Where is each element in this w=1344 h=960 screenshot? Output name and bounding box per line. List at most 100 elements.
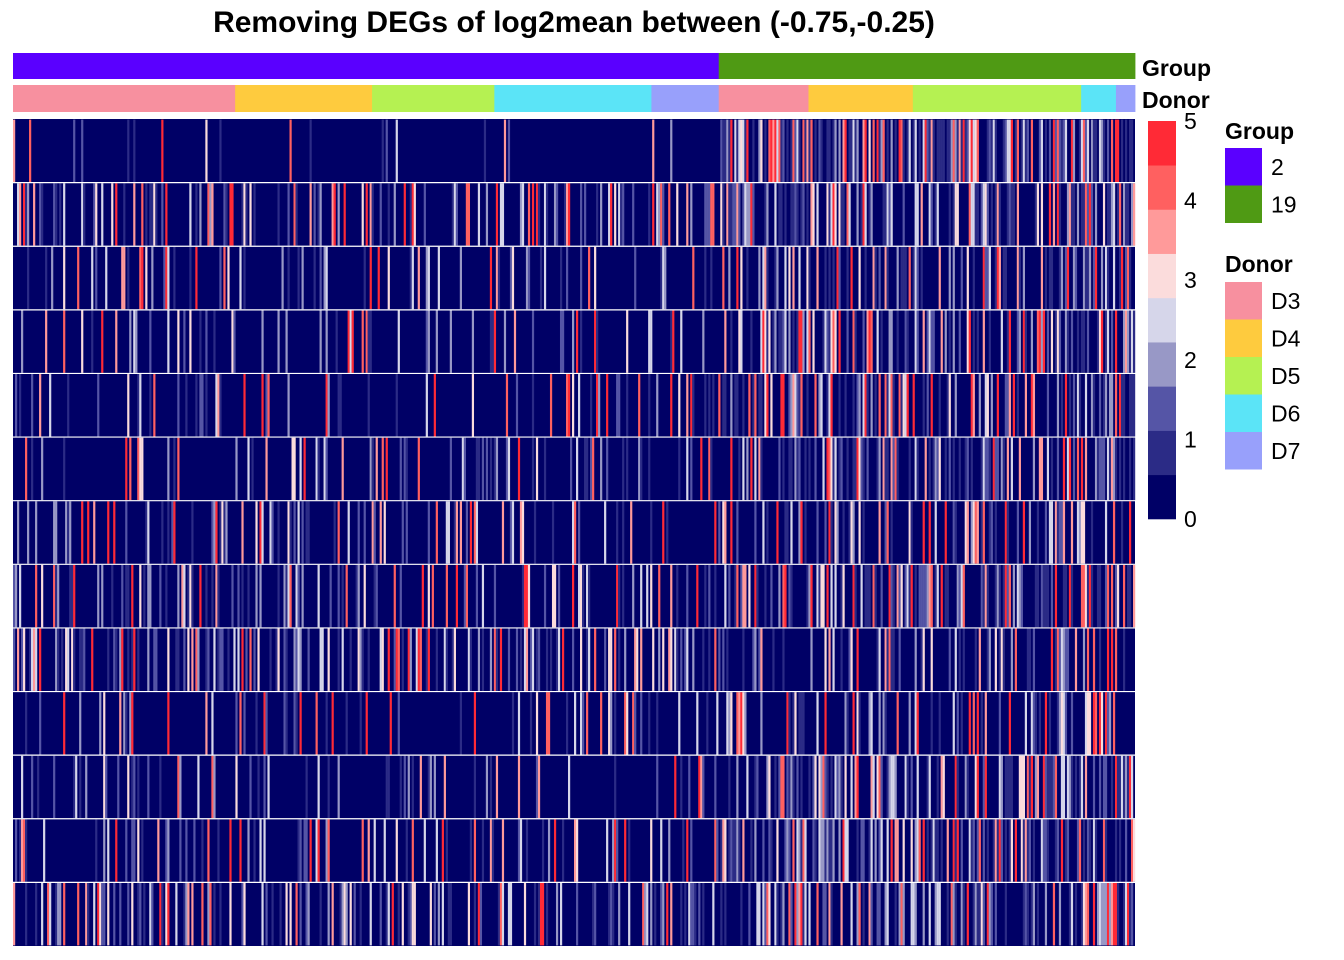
heatmap-cell: [886, 501, 889, 564]
heatmap-cell: [545, 692, 549, 755]
heatmap-cell: [65, 628, 68, 691]
heatmap-cell: [884, 183, 887, 246]
group-legend: Group 219: [1225, 118, 1297, 223]
heatmap-cell: [954, 755, 957, 819]
heatmap-cell: [159, 564, 162, 628]
heatmap-cell: [1104, 755, 1108, 819]
heatmap-cell: [838, 183, 841, 246]
heatmap-cell: [840, 882, 843, 946]
heatmap-cell: [660, 819, 663, 882]
heatmap-cell: [483, 119, 487, 183]
heatmap-cell: [934, 564, 937, 628]
heatmap-cell: [674, 628, 677, 691]
heatmap-cell: [307, 882, 310, 946]
heatmap-cell: [503, 310, 507, 373]
heatmap-cell: [740, 692, 743, 755]
heatmap-cell: [553, 564, 557, 628]
heatmap-cell: [910, 755, 913, 819]
heatmap-cell: [914, 628, 917, 691]
heatmap-cell: [928, 755, 931, 819]
heatmap-cell: [321, 628, 324, 691]
heatmap-cell: [561, 310, 565, 373]
heatmap-cell: [792, 819, 795, 882]
heatmap-cell: [616, 374, 619, 437]
heatmap-cell: [888, 374, 891, 437]
heatmap-cell: [1044, 564, 1048, 628]
heatmap-cell: [934, 819, 937, 882]
group-annotation-bar: [13, 53, 1136, 79]
heatmap-cell: [91, 246, 94, 310]
heatmap-cell: [449, 310, 452, 373]
heatmap-cell: [1104, 246, 1108, 310]
heatmap-cell: [792, 246, 795, 310]
heatmap-cell: [319, 882, 322, 946]
heatmap-cell: [572, 564, 575, 628]
heatmap-cell: [610, 628, 613, 691]
heatmap-cell: [928, 310, 931, 373]
heatmap-cell: [539, 246, 543, 310]
donor-segment-d3-0: [13, 85, 236, 112]
heatmap-cell: [912, 246, 915, 310]
heatmap-cell: [167, 437, 170, 501]
heatmap-cell: [948, 119, 951, 183]
heatmap-cell: [127, 246, 130, 310]
heatmap-cell: [103, 882, 106, 946]
heatmap-cell: [922, 882, 925, 946]
heatmap-cell: [824, 882, 827, 946]
heatmap-cell: [800, 501, 803, 564]
heatmap-cell: [285, 310, 288, 373]
heatmap-cell: [870, 819, 873, 882]
heatmap-cell: [461, 437, 464, 501]
heatmap-cell: [1084, 692, 1088, 755]
heatmap-cell: [620, 183, 623, 246]
heatmap-cell: [900, 564, 903, 628]
heatmap-cell: [251, 437, 254, 501]
heatmap-cell: [413, 882, 416, 946]
heatmap-cell: [736, 819, 739, 882]
heatmap-cell: [712, 183, 715, 246]
heatmap-cell: [744, 119, 747, 183]
heatmap-cell: [730, 819, 733, 882]
heatmap-cell: [1114, 819, 1118, 882]
heatmap-cell: [724, 374, 727, 437]
heatmap-cell: [547, 692, 551, 755]
heatmap-cell: [375, 564, 378, 628]
heatmap-cell: [567, 183, 571, 246]
heatmap-cell: [886, 755, 889, 819]
heatmap-cell: [63, 183, 66, 246]
heatmap-cell: [686, 564, 689, 628]
heatmap-cell: [367, 374, 370, 437]
heatmap-cell: [509, 882, 513, 946]
heatmap-cell: [177, 437, 180, 501]
heatmap-cell: [495, 628, 499, 691]
heatmap-cell: [327, 755, 330, 819]
heatmap-cell: [199, 310, 202, 373]
heatmap-cell: [818, 755, 821, 819]
heatmap-cell: [507, 119, 511, 183]
heatmap-cell: [387, 183, 390, 246]
heatmap-cell: [980, 882, 983, 946]
heatmap-cell: [301, 246, 304, 310]
heatmap-cell: [1068, 755, 1072, 819]
heatmap-cell: [537, 882, 541, 946]
heatmap-cell: [1126, 564, 1130, 628]
heatmap-cell: [696, 564, 699, 628]
heatmap-cell: [1090, 564, 1094, 628]
heatmap-cell: [764, 119, 767, 183]
heatmap-cell: [662, 628, 665, 691]
heatmap-cell: [71, 564, 74, 628]
heatmap-cell: [986, 882, 989, 946]
heatmap-cell: [537, 628, 541, 691]
heatmap-cell: [473, 692, 477, 755]
heatmap-cell: [373, 501, 376, 564]
heatmap-cell: [381, 119, 384, 183]
heatmap-cell: [914, 246, 917, 310]
heatmap-cell: [868, 183, 871, 246]
heatmap-cell: [1090, 119, 1094, 183]
heatmap-cell: [726, 692, 729, 755]
heatmap-cell: [153, 183, 156, 246]
heatmap-cell: [259, 819, 262, 882]
heatmap-cell: [127, 628, 130, 691]
heatmap-cell: [1080, 119, 1084, 183]
heatmap-cell: [1008, 374, 1011, 437]
